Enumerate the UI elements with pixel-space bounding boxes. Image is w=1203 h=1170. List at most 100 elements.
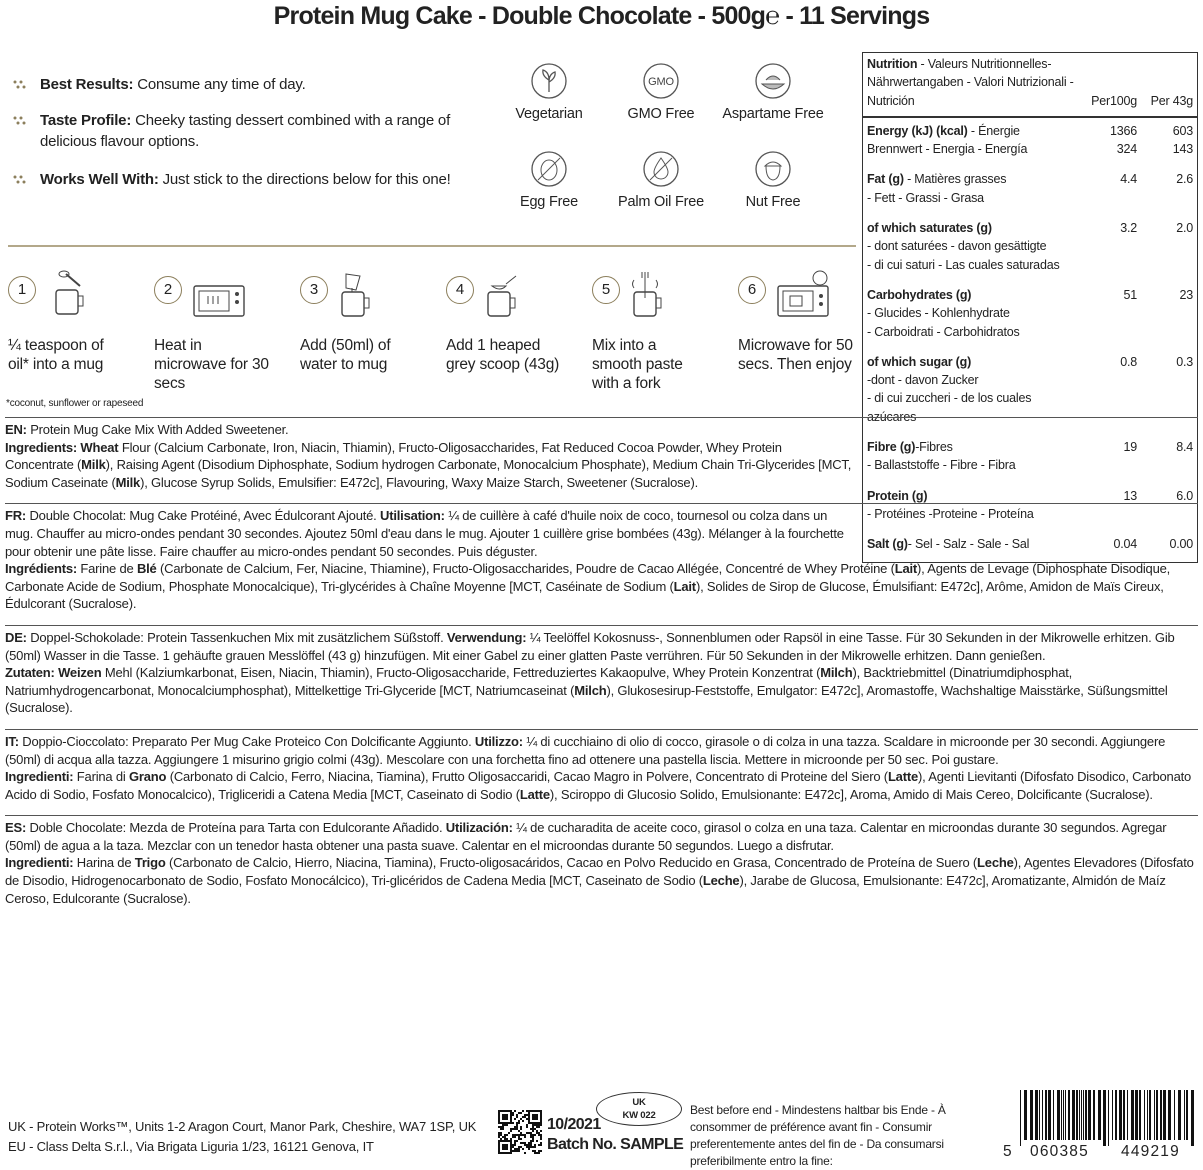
nutrient-row: Fibre (g)-Fibres - Ballaststoffe - Fibre … — [863, 434, 1198, 483]
value: 4.4 — [1120, 172, 1137, 187]
step-number: 1 — [8, 276, 36, 304]
qr-code — [498, 1110, 542, 1154]
paragraph: EN: Protein Mug Cake Mix With Added Swee… — [5, 421, 1198, 439]
nutrient-value: 51 — [1085, 282, 1141, 349]
bold-text: Protein (g) — [867, 488, 928, 503]
value: 0.3 — [1176, 354, 1193, 369]
step-text: Add (50ml) of water to mug — [300, 337, 391, 373]
bold-text: Fibre (g) — [867, 440, 916, 455]
nutrient-row: of which sugar (g) -dont - davon Zucker - … — [863, 349, 1198, 434]
bold-text: Zutaten: Weizen — [5, 665, 102, 681]
step-number: 5 — [592, 276, 620, 304]
bold-text: Utilizzo: — [474, 733, 523, 749]
benefit-text: Cheeky tasting dessert combined with a r… — [40, 112, 451, 150]
badge-label: GMO Free — [627, 106, 695, 122]
step-text: Heat in microwave for 30 secs — [154, 337, 269, 392]
nutrient-value: 8.4 — [1141, 434, 1198, 483]
address: EU - Class Delta S.r.l., Via Brigata Lig… — [8, 1139, 374, 1154]
badge: Palm Oil Free — [605, 150, 717, 210]
paragraph: Ingrédients: Farine de Blé (Carbonate de… — [5, 560, 1198, 613]
nutrient-name: Fat (g) - Matières grasses - Fett - Grass… — [863, 166, 1086, 215]
bold-text: ES: — [5, 820, 27, 836]
benefit-text: Consume any time of day. — [137, 76, 306, 93]
value: 2.0 — [1176, 221, 1193, 236]
nutrient-value: 13 — [1085, 483, 1141, 532]
nutrient-row: Carbohydrates (g) - Glucides - Kohlenhydr… — [863, 282, 1198, 349]
badge-label: Egg Free — [519, 194, 579, 210]
name-line: - di cui zuccheri - de los cuales azúcar… — [867, 391, 1032, 424]
text: (Carbonate de Calcium, Fer, Niacine, Thi… — [156, 561, 895, 577]
text: ), Agents de Levage (Diphosphate Disodiq… — [5, 561, 1171, 594]
nutrient-value: 6.0 — [1141, 483, 1198, 532]
bold-text: Milk — [115, 474, 141, 490]
address: UK - Protein Works™, Units 1-2 Aragon Co… — [8, 1119, 477, 1134]
step-icon — [55, 270, 84, 315]
nutrient-value: 1366 324 — [1085, 117, 1141, 167]
text: ¼ de cuillère à café d'huile noix de coc… — [5, 508, 844, 559]
nutrient-value: 0.04 — [1085, 531, 1141, 562]
bold-text: Blé — [136, 561, 157, 577]
table-header: Nutrition - Valeurs Nutritionnelles- Näh… — [862, 52, 1198, 118]
text: Farine de — [77, 561, 137, 577]
step-icon — [193, 285, 245, 317]
language-block: IT: Doppio-Cioccolato: Preparato Per Mug… — [5, 728, 1198, 815]
nutrient-value: 2.0 — [1141, 215, 1198, 282]
name-line: Fibre (g)-Fibres — [867, 438, 1081, 456]
text: - Valeurs Nutritionnelles- Nährwertangab… — [867, 57, 1074, 108]
text: (Carbonato de Calcio, Hierro, Niacina, T… — [165, 855, 978, 871]
text: -Fibres — [915, 440, 953, 455]
nutrient-value: 23 — [1141, 282, 1198, 349]
badge-label: Aspartame Free — [722, 106, 824, 122]
text: ¼ di cucchiaino di olio di cocco, giraso… — [5, 733, 1166, 767]
language-block: ES: Doble Chocolate: Mezda de Proteína p… — [5, 815, 1198, 919]
value: 143 — [1172, 142, 1193, 157]
step-text: Add 1 heaped grey scoop (43g) — [446, 337, 560, 373]
barcode-digit: 5 — [1003, 1143, 1013, 1160]
bold-text: DE: — [5, 629, 27, 645]
bold-text: Fat (g) — [867, 172, 904, 187]
name-line: - Fett - Grassi - Grasa — [867, 190, 984, 205]
text: ), Solides de Sirop de Glucose, Émulsifi… — [5, 578, 1164, 612]
nutrition-table: Nutrition - Valeurs Nutritionnelles- Näh… — [862, 52, 1198, 563]
bold-text: FR: — [5, 508, 27, 524]
name-line: Salt (g)- Sel - Salz - Sale - Sal — [867, 535, 1081, 553]
name-line: - Carboidrati - Carbohidratos — [867, 324, 1020, 339]
bold-text: Leche — [702, 873, 740, 889]
bold-text: Ingredienti: — [5, 769, 74, 785]
bold-text: Ingredienti: — [5, 855, 74, 871]
step-number: 4 — [446, 276, 474, 304]
value: 603 — [1172, 123, 1193, 138]
nutrient-name: of which saturates (g) - dont saturées - … — [863, 215, 1086, 282]
bold-text: Utilisation: — [380, 508, 445, 524]
benefit-text: Just stick to the directions below for t… — [162, 171, 451, 188]
nutrient-value: 0.00 — [1141, 531, 1198, 562]
name-line: -dont - davon Zucker — [867, 373, 979, 388]
value: 8.4 — [1176, 440, 1193, 455]
nutrient-row: Fat (g) - Matières grasses - Fett - Grass… — [863, 166, 1198, 215]
text: Doble Chocolate: Mezda de Proteína para … — [26, 820, 446, 836]
footnote: *coconut, sunflower or rapeseed — [6, 398, 144, 409]
text: ), Raising Agent (Disodium Diphosphate, … — [5, 457, 852, 490]
bold-text: Ingredients: Wheat — [5, 439, 119, 455]
badge-label: Vegetarian — [515, 106, 583, 122]
nutrient-row: of which saturates (g) - dont saturées - … — [863, 215, 1198, 282]
separator — [8, 245, 856, 247]
benefit-label: Best Results: — [40, 76, 134, 93]
bold-text: Energy (kJ) (kcal) — [867, 123, 968, 138]
bold-text: of which saturates (g) — [867, 221, 992, 236]
nutrient-name: Protein (g) - Protéines -Proteine - Prote… — [863, 483, 1086, 532]
date: 10/2021 — [547, 1116, 601, 1133]
paragraph: FR: Double Chocolat: Mug Cake Protéiné, … — [5, 507, 1198, 560]
nutrient-value: 3.2 — [1085, 215, 1141, 282]
step-number: 6 — [738, 276, 766, 304]
header-cell: Nutrition - Valeurs Nutritionnelles- Näh… — [862, 52, 1085, 118]
nutrient-row: Salt (g)- Sel - Salz - Sale - Sal 0.04 0.0… — [863, 531, 1198, 562]
badge-icon-text: GMO — [648, 76, 674, 88]
bold-text: Grano — [129, 769, 167, 785]
text: ¼ Teelöffel Kokosnuss-, Sonnenblumen ode… — [5, 629, 1175, 663]
nutrient-value: 4.4 — [1085, 166, 1141, 215]
benefit: Best Results: Consume any time of day. — [12, 74, 495, 95]
bold-text: Latte — [519, 786, 550, 802]
nutrient-value: 2.6 — [1141, 166, 1198, 215]
nutrient-name: Energy (kJ) (kcal) - Énergie Brennwert - … — [863, 117, 1086, 167]
